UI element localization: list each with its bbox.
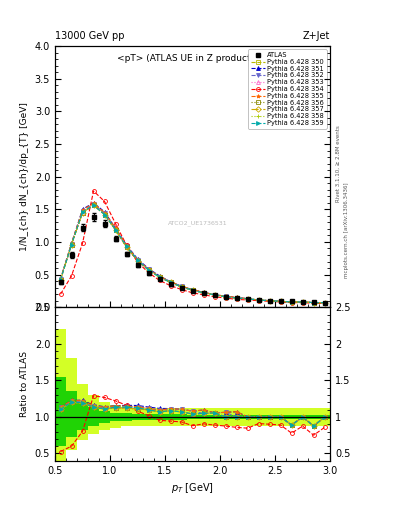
Text: Rivet 3.1.10, ≥ 2.8M events: Rivet 3.1.10, ≥ 2.8M events [336, 125, 341, 202]
Y-axis label: 1/N_{ch} dN_{ch}/dp_{T} [GeV]: 1/N_{ch} dN_{ch}/dp_{T} [GeV] [20, 102, 29, 251]
Legend: ATLAS, Pythia 6.428 350, Pythia 6.428 351, Pythia 6.428 352, Pythia 6.428 353, P: ATLAS, Pythia 6.428 350, Pythia 6.428 35… [248, 50, 327, 129]
Text: mcplots.cern.ch [arXiv:1306.3436]: mcplots.cern.ch [arXiv:1306.3436] [344, 183, 349, 278]
Y-axis label: Ratio to ATLAS: Ratio to ATLAS [20, 351, 29, 417]
X-axis label: $p_{T}$ [GeV]: $p_{T}$ [GeV] [171, 481, 214, 495]
Text: Z+Jet: Z+Jet [303, 31, 330, 41]
Text: ATCO2_UE1736531: ATCO2_UE1736531 [168, 221, 228, 226]
Text: <pT> (ATLAS UE in Z production): <pT> (ATLAS UE in Z production) [117, 54, 268, 63]
Text: 13000 GeV pp: 13000 GeV pp [55, 31, 125, 41]
